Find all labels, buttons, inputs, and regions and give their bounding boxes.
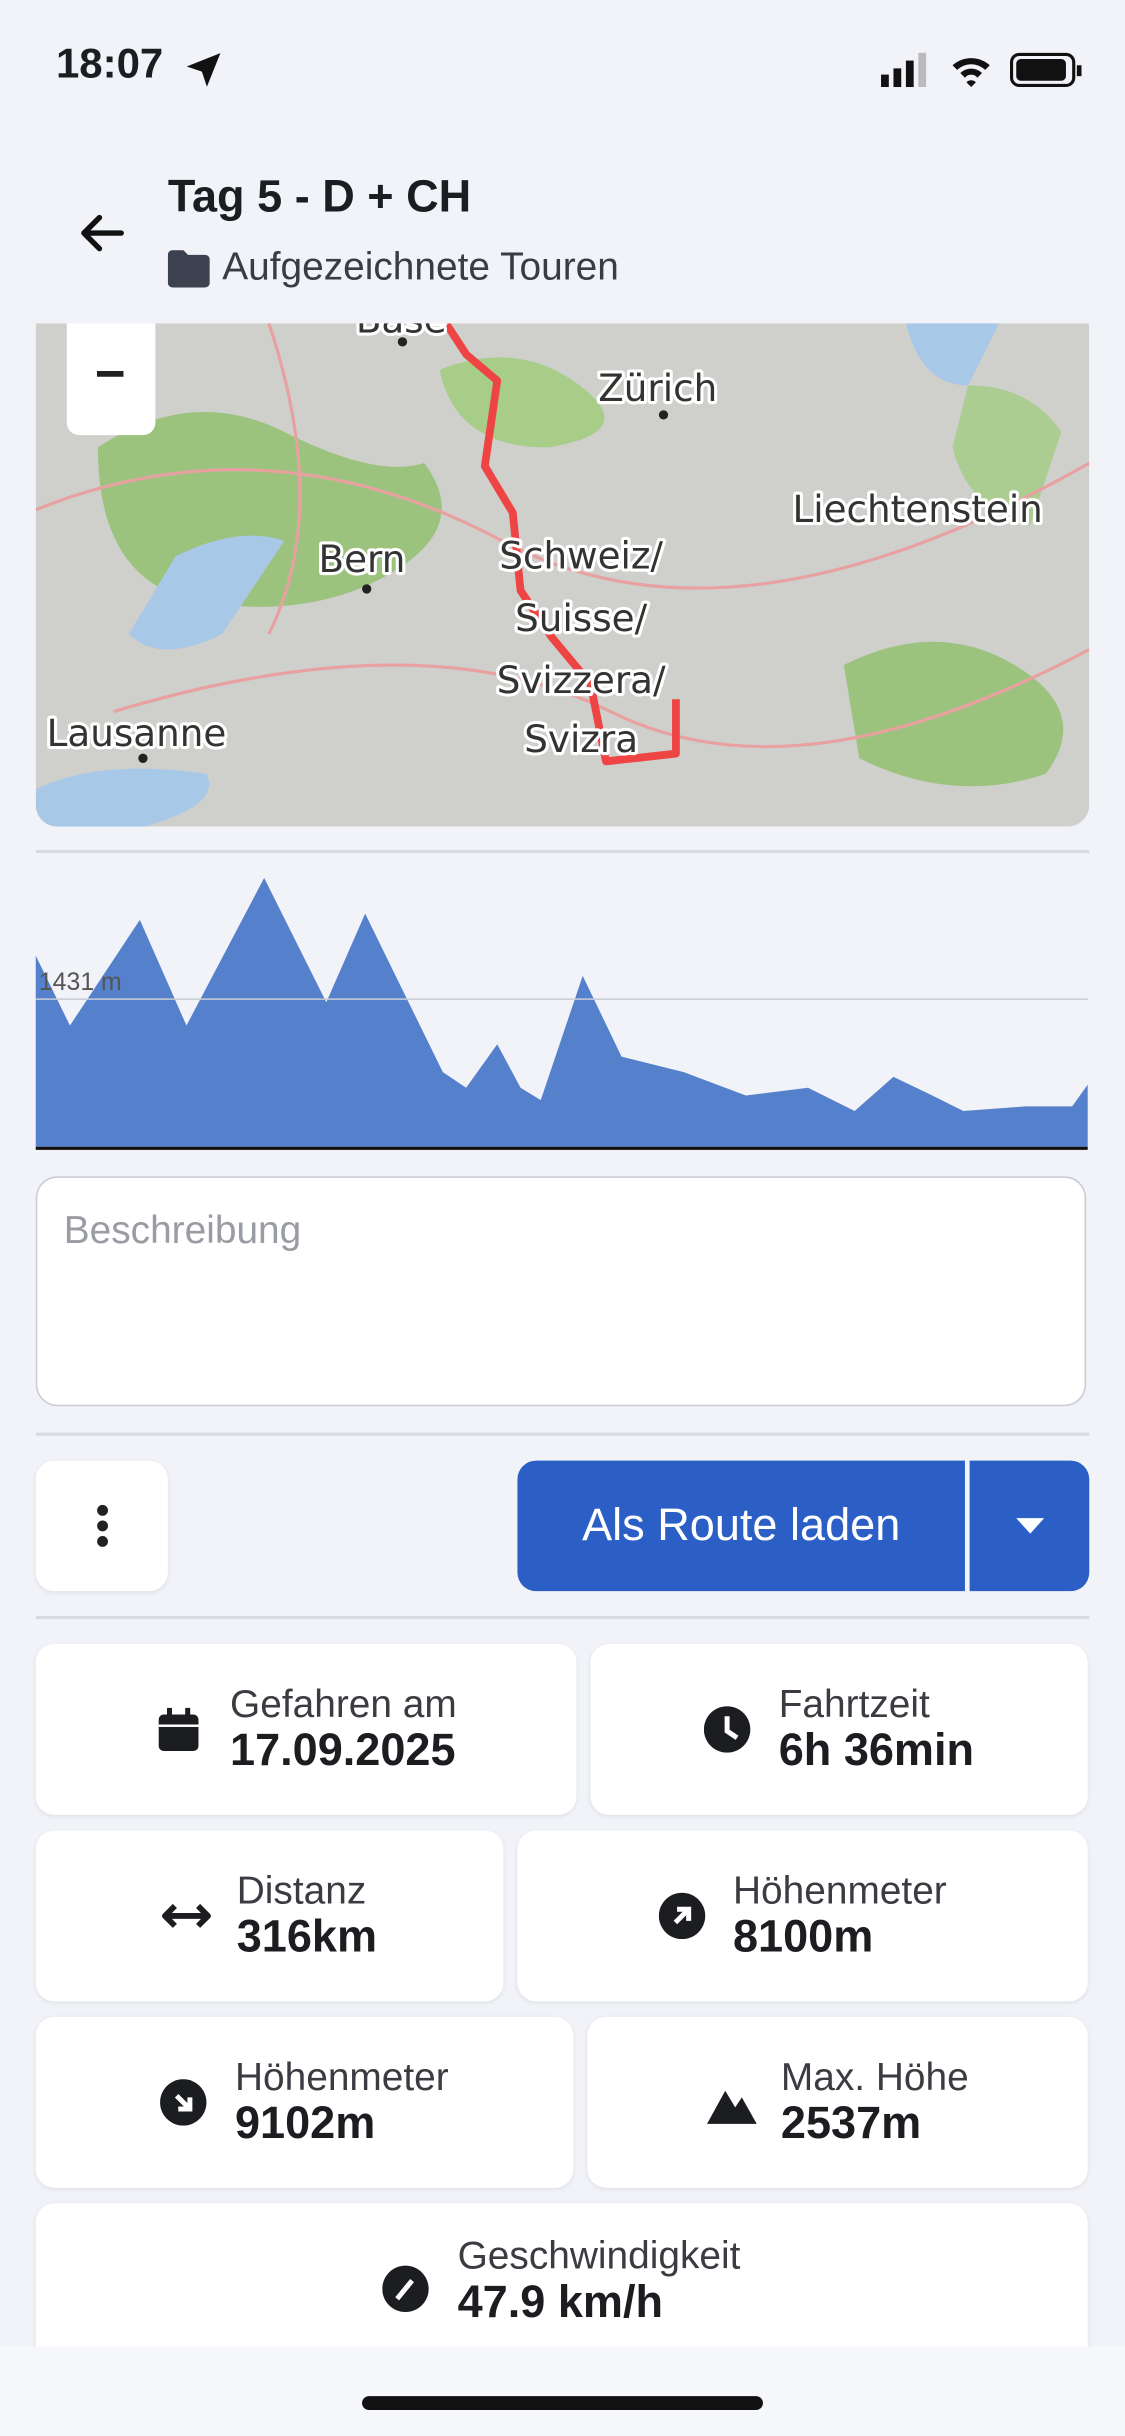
stat-label: Höhenmeter [732, 1868, 947, 1913]
stat-card: Max. Höhe 2537m [587, 2016, 1088, 2188]
stat-card: Höhenmeter 8100m [517, 1830, 1088, 2002]
load-route-label: Als Route laden [582, 1500, 901, 1550]
back-button[interactable] [78, 211, 128, 255]
stat-icon [704, 1706, 751, 1753]
stat-label: Distanz [236, 1868, 367, 1913]
map-label: Base [356, 323, 447, 341]
map-label: Schweiz/ [499, 534, 663, 578]
status-icons [881, 52, 1082, 88]
stat-value: 316km [236, 1912, 378, 1962]
stat-value: 9102m [234, 2098, 376, 2149]
map[interactable]: − Base Zürich Liechtenstein Bern Schweiz… [35, 323, 1090, 827]
stat-icon [658, 1892, 705, 1940]
map-label: Svizzera/ [497, 658, 666, 702]
separator [35, 849, 1090, 853]
stat-text: Gefahren am 17.09.2025 [230, 1682, 457, 1777]
map-label: Lausanne [47, 711, 227, 755]
stat-label: Fahrtzeit [778, 1682, 930, 1726]
description-input[interactable]: Beschreibung [35, 1176, 1087, 1407]
bottom-bar [0, 2346, 1125, 2436]
stat-card: Geschwindigkeit 47.9 km/h [35, 2203, 1088, 2375]
separator [35, 1432, 1090, 1435]
stat-text: Höhenmeter 9102m [235, 2055, 449, 2150]
more-icon [96, 1504, 108, 1547]
stat-card: Fahrtzeit 6h 36min [590, 1643, 1088, 1815]
load-route-dropdown[interactable] [969, 1460, 1090, 1592]
stat-value: 47.9 km/h [457, 2277, 663, 2328]
map-label: Bern [319, 537, 406, 581]
stat-value: 8100m [732, 1912, 874, 1962]
map-label: Suisse/ [515, 596, 647, 640]
location-icon [186, 53, 221, 87]
stat-label: Gefahren am [230, 1682, 457, 1726]
stat-label: Geschwindigkeit [457, 2234, 741, 2278]
stat-icon [162, 1903, 212, 1928]
stat-icon [383, 2265, 430, 2313]
folder-icon [167, 250, 210, 288]
map-label: Svizra [524, 717, 638, 761]
stat-card: Gefahren am 17.09.2025 [35, 1643, 577, 1815]
stat-label: Höhenmeter [234, 2054, 449, 2099]
stat-card: Distanz 316km [35, 1830, 504, 2002]
stat-value: 17.09.2025 [230, 1725, 456, 1776]
elevation-label: 1431 m [39, 968, 122, 996]
stat-icon [706, 2090, 757, 2124]
description-placeholder: Beschreibung [63, 1208, 302, 1253]
status-time: 18:07 [55, 40, 164, 88]
map-label: Zürich [598, 366, 717, 410]
dropdown-icon [1015, 1518, 1044, 1534]
stat-icon [158, 1707, 199, 1752]
stat-text: Distanz 316km [237, 1869, 377, 1964]
stat-value: 2537m [780, 2098, 922, 2149]
map-label: Liechtenstein [792, 487, 1042, 531]
stat-value: 6h 36min [778, 1725, 975, 1776]
separator [35, 1616, 1090, 1619]
home-indicator [362, 2396, 763, 2411]
tour-title: Tag 5 - D + CH [167, 172, 472, 223]
zoom-out[interactable]: − [95, 345, 126, 404]
folder-name[interactable]: Aufgezeichnete Touren [222, 245, 619, 290]
stat-text: Geschwindigkeit 47.9 km/h [458, 2234, 741, 2329]
stat-text: Max. Höhe 2537m [781, 2055, 969, 2150]
stat-label: Max. Höhe [780, 2054, 969, 2099]
stat-card: Höhenmeter 9102m [35, 2016, 574, 2188]
load-route-button[interactable]: Als Route laden [517, 1460, 965, 1592]
stat-icon [160, 2079, 207, 2126]
more-button[interactable] [35, 1460, 168, 1592]
stat-text: Höhenmeter 8100m [733, 1869, 947, 1964]
elevation-profile: 1431 m [35, 877, 1088, 1150]
stat-text: Fahrtzeit 6h 36min [779, 1682, 974, 1777]
